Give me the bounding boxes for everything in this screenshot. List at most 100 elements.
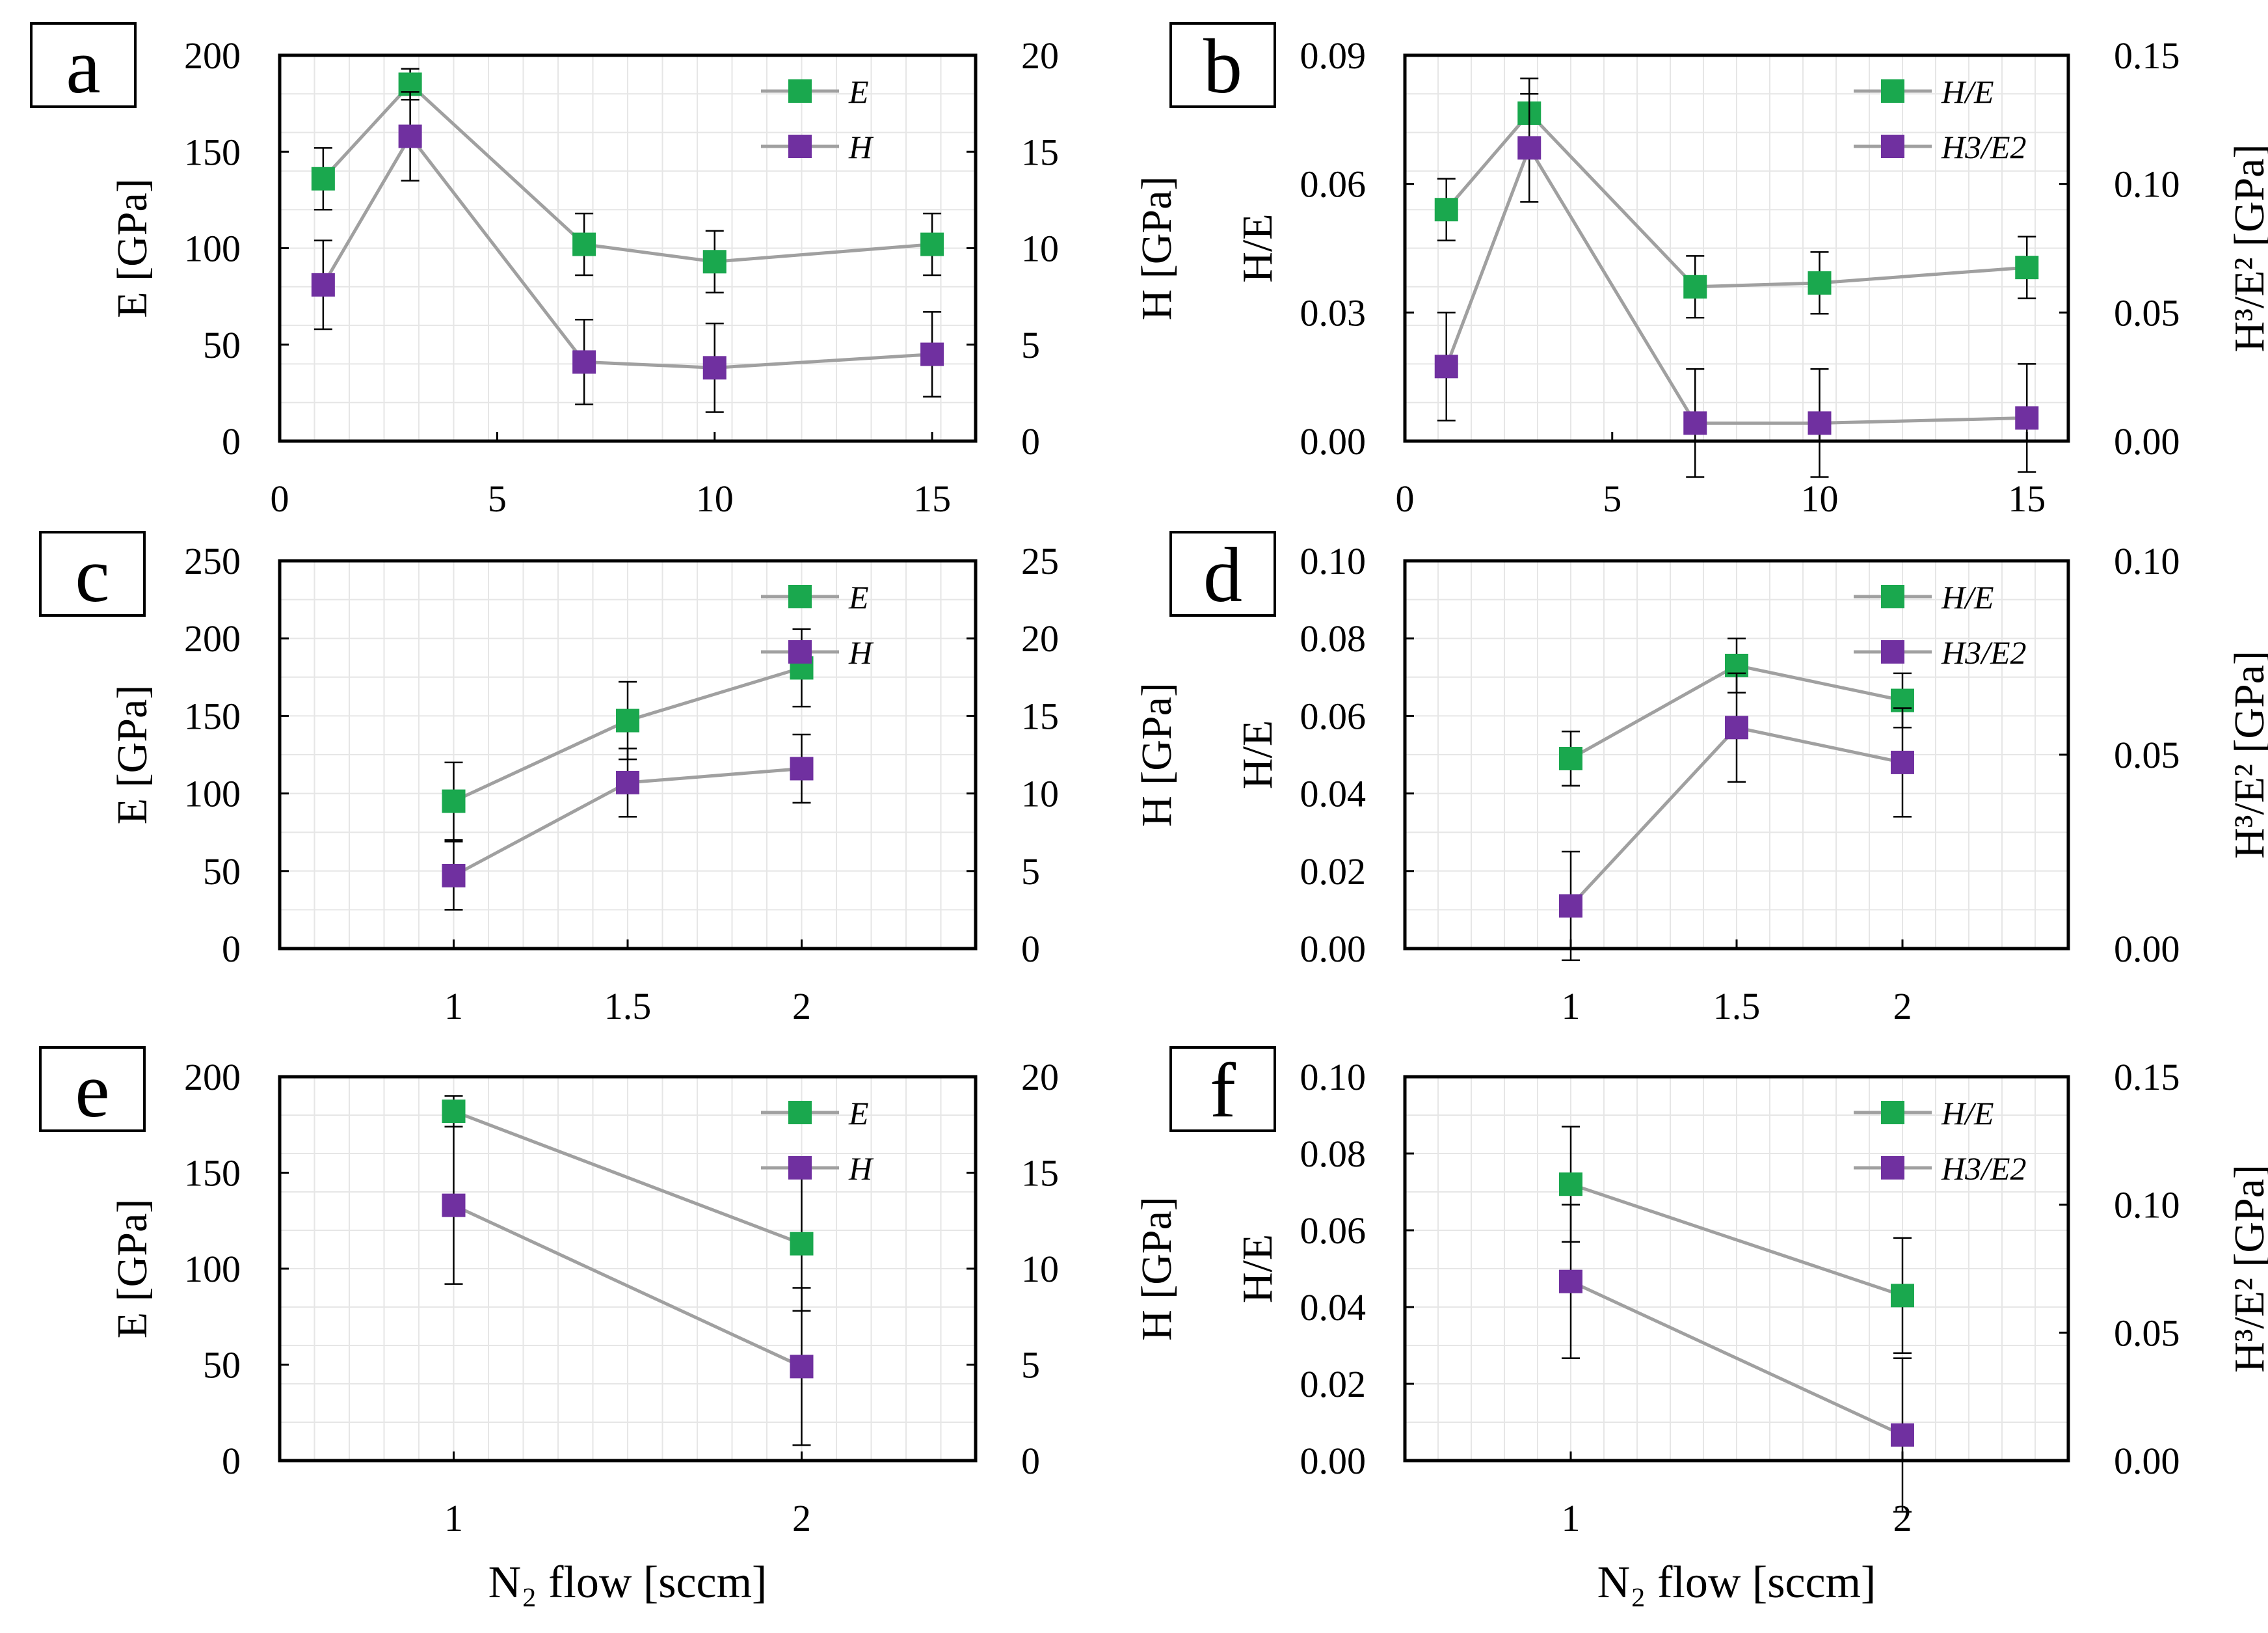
y1-tick-label: 0.00 [1300,1440,1367,1482]
data-point [1559,746,1582,770]
data-point [1808,271,1832,295]
series-h-e [1559,1126,1914,1355]
y2-tick-label: 0.00 [2114,1440,2180,1482]
data-point [1683,275,1707,299]
y2-tick-label: 0.00 [2114,420,2180,463]
y1-tick-label: 50 [203,324,241,366]
data-point [920,342,944,366]
y2-axis-label: H [GPa] [1133,1196,1181,1341]
data-point [442,1100,466,1124]
panel-label: d [1203,532,1242,618]
y1-tick-label: 0.04 [1300,1286,1367,1329]
legend-label: H/E [1941,1095,1994,1131]
y2-tick-label: 20 [1021,1056,1059,1098]
legend-marker [1881,1156,1904,1180]
y1-tick-label: 50 [203,850,241,893]
series-h3-e2 [1434,93,2039,478]
data-point [572,232,596,256]
x-tick-label: 1.5 [604,985,652,1027]
plot-frame [1403,1075,2070,1463]
legend-label: H3/E2 [1941,129,2027,165]
legend-label: E [848,1095,869,1131]
x-tick-label: 15 [913,478,951,520]
legend-label: H [848,634,874,671]
y1-tick-label: 150 [184,695,241,737]
y1-tick-label: 250 [184,540,241,582]
data-point [1559,1172,1582,1196]
data-point [398,124,422,148]
y1-tick-label: 0.10 [1300,540,1367,582]
y1-axis-label: H/E [1234,213,1281,282]
y1-tick-label: 0.08 [1300,1133,1367,1175]
y1-tick-label: 0.00 [1300,928,1367,970]
data-point [1891,1423,1914,1447]
series-line [1569,1280,1904,1437]
y2-tick-label: 5 [1021,1344,1040,1386]
y2-tick-label: 10 [1021,1248,1059,1290]
y2-tick-label: 0.15 [2114,34,2180,77]
x-tick-label: 5 [1603,478,1621,520]
x-tick-label: 2 [792,985,811,1027]
legend-label: H3/E2 [1941,1150,2027,1187]
series-line [453,1204,803,1368]
grid [1405,1077,2068,1461]
y1-axis-label: E [GPa] [109,178,156,317]
x-axis-label: N₂ flow [sccm] [1597,1558,1876,1608]
y2-tick-label: 0.00 [2114,928,2180,970]
y2-tick-label: 20 [1021,34,1059,77]
data-point [1725,716,1748,740]
y1-tick-label: 0.00 [1300,420,1367,463]
y1-tick-label: 200 [184,34,241,77]
panel-label-box [30,22,137,108]
y2-tick-label: 0 [1021,1440,1040,1482]
legend-label: H [848,1150,874,1187]
y1-tick-label: 0 [222,928,241,970]
y2-axis-label: H [GPa] [1133,682,1181,827]
panel-label-box [39,1046,146,1132]
data-point [442,789,466,813]
data-point [1434,355,1458,379]
y1-tick-label: 0.08 [1300,617,1367,660]
grid [280,1077,976,1461]
data-point [616,770,639,794]
x-tick-label: 2 [792,1497,811,1539]
y1-axis-label: E [GPa] [109,1199,156,1338]
y2-tick-label: 5 [1021,324,1040,366]
x-tick-label: 1 [1562,1497,1581,1539]
y1-tick-label: 0.06 [1300,695,1367,737]
panel-label: e [75,1047,109,1133]
legend-marker [1881,585,1904,608]
y2-axis-label: H³/E² [GPa] [2226,651,2268,859]
y1-tick-label: 0.02 [1300,1363,1367,1405]
data-point [572,350,596,374]
y2-tick-label: 0.05 [2114,1312,2180,1354]
y2-tick-label: 0.15 [2114,1056,2180,1098]
x-tick-label: 1.5 [1713,985,1761,1027]
legend-label: H/E [1941,579,1994,615]
legend-label: H/E [1941,74,1994,110]
x-tick-label: 0 [271,478,289,520]
panel-d: 0.00 0.02 0.04 0.06 0.08 0.10 0.00 0.05 0.10 1 1.5… [1169,531,2268,1027]
panel-label-box [1169,531,1276,617]
y1-axis-label: H/E [1234,720,1281,789]
y1-tick-label: 200 [184,617,241,660]
plot-frame [1403,53,2070,443]
data-point [616,709,639,733]
grid [1405,55,2068,441]
y2-tick-label: 0.05 [2114,291,2180,334]
y1-tick-label: 0.10 [1300,1056,1367,1098]
y2-tick-label: 10 [1021,773,1059,815]
data-point [1808,411,1832,435]
y2-tick-label: 15 [1021,695,1059,737]
y1-tick-label: 0.06 [1300,163,1367,206]
y1-tick-label: 0.04 [1300,773,1367,815]
panel-label: c [75,532,109,618]
legend-label: H [848,129,874,165]
plot-frame [278,53,978,443]
grid [280,55,976,441]
data-point [442,863,466,887]
series-h3-e2 [1559,672,1914,962]
y1-tick-label: 100 [184,773,241,815]
y2-tick-label: 0 [1021,420,1040,463]
legend-marker [788,640,812,664]
